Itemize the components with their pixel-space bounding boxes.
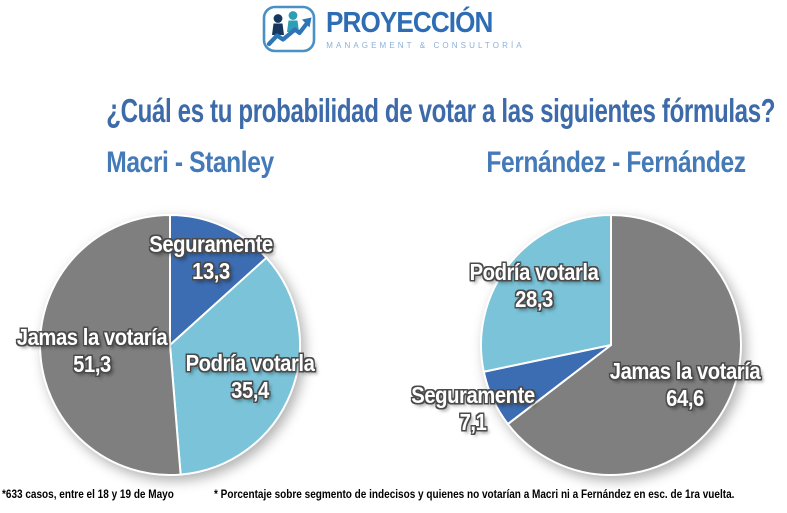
pie-label-fernandez-podria-votarla: Podría votarla 28,3 <box>470 259 599 313</box>
pie-label-fernandez-jamas-la-votaria: Jamas la votaría 64,6 <box>609 358 761 412</box>
pie-slice-podria-votarla <box>169 256 301 476</box>
pie-label-text: Jamas la votaría <box>609 358 761 384</box>
pie-label-value: 13,3 <box>192 258 230 284</box>
people-growth-arrow-icon <box>262 5 316 53</box>
chart-title-macri-stanley: Macri - Stanley <box>106 146 274 179</box>
pie-label-value: 35,4 <box>231 377 269 403</box>
logo-tagline-text: MANAGEMENT & CONSULTORÍA <box>326 40 525 50</box>
footnote-methodology: * Porcentaje sobre segmento de indecisos… <box>214 489 735 501</box>
pie-label-fernandez-seguramente: Seguramente 7,1 <box>411 382 535 436</box>
pie-label-value: 51,3 <box>73 351 111 377</box>
pie-slice-seguramente <box>169 214 268 346</box>
pie-label-value: 64,6 <box>666 385 704 411</box>
pie-chart-macri-stanley <box>39 214 301 476</box>
pie-slice-podria-votarla <box>479 214 612 373</box>
pie-label-macri-podria-votarla: Podría votarla 35,4 <box>186 350 315 404</box>
pie-label-text: Podría votarla <box>469 259 599 285</box>
logo: PROYECCIÓN MANAGEMENT & CONSULTORÍA <box>0 5 787 53</box>
footnote-sample-size: *633 casos, entre el 18 y 19 de Mayo <box>2 489 174 501</box>
pie-label-value: 28,3 <box>515 286 553 312</box>
pie-label-text: Seguramente <box>411 382 535 408</box>
logo-text: PROYECCIÓN MANAGEMENT & CONSULTORÍA <box>326 7 525 50</box>
pie-label-text: Jamas la votaría <box>16 324 168 350</box>
pie-label-macri-jamas-la-votaria: Jamas la votaría 51,3 <box>16 324 168 378</box>
chart-title-fernandez-fernandez: Fernández - Fernández <box>486 146 746 179</box>
pie-label-text: Seguramente <box>149 231 273 257</box>
pie-label-text: Podría votarla <box>185 350 315 376</box>
pie-label-macri-seguramente: Seguramente 13,3 <box>149 231 273 285</box>
pie-slice-jamas-la-votaria <box>506 214 742 476</box>
pie-chart-fernandez-fernandez <box>479 214 742 476</box>
pie-slice-jamas-la-votaria <box>39 214 182 476</box>
page-title: ¿Cuál es tu probabilidad de votar a las … <box>106 92 776 130</box>
pie-label-value: 7,1 <box>459 409 487 435</box>
logo-brand-text: PROYECCIÓN <box>326 7 493 40</box>
